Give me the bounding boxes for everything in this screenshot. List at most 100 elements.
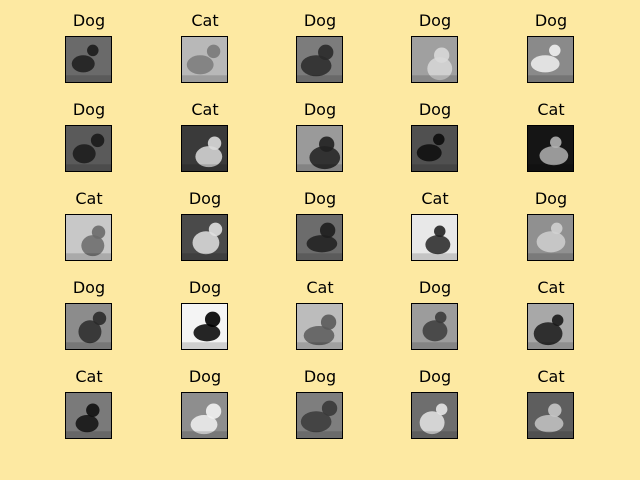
grid-cell: Cat	[380, 190, 490, 266]
grid-cell: Cat	[265, 279, 375, 355]
image-label: Dog	[303, 367, 337, 386]
image-label: Dog	[418, 11, 452, 30]
grid-cell: Cat	[496, 279, 606, 355]
grid-cell: Dog	[34, 101, 144, 177]
grid-cell: Dog	[496, 190, 606, 266]
image-thumbnail	[65, 392, 112, 439]
photo-placeholder-icon	[66, 215, 111, 260]
grid-cell: Cat	[496, 101, 606, 177]
image-label: Dog	[72, 278, 106, 297]
image-label: Cat	[537, 367, 565, 386]
image-label: Dog	[188, 278, 222, 297]
grid-cell: Cat	[34, 368, 144, 444]
image-label: Dog	[303, 11, 337, 30]
photo-placeholder-icon	[412, 393, 457, 438]
image-thumbnail	[411, 125, 458, 172]
image-label: Dog	[418, 278, 452, 297]
grid-cell: Dog	[34, 12, 144, 88]
image-thumbnail	[411, 392, 458, 439]
image-thumbnail	[65, 214, 112, 261]
image-label: Cat	[537, 100, 565, 119]
photo-placeholder-icon	[528, 393, 573, 438]
image-thumbnail	[65, 125, 112, 172]
grid-cell: Dog	[380, 368, 490, 444]
image-thumbnail	[527, 303, 574, 350]
image-thumbnail	[411, 36, 458, 83]
image-label: Cat	[75, 367, 103, 386]
grid-cell: Dog	[380, 101, 490, 177]
image-label: Dog	[72, 11, 106, 30]
image-thumbnail	[527, 125, 574, 172]
image-label: Dog	[303, 189, 337, 208]
photo-placeholder-icon	[297, 126, 342, 171]
grid-cell: Cat	[150, 101, 260, 177]
grid-cell: Cat	[34, 190, 144, 266]
grid-cell: Dog	[265, 101, 375, 177]
image-thumbnail	[296, 36, 343, 83]
photo-placeholder-icon	[297, 304, 342, 349]
image-thumbnail	[181, 36, 228, 83]
image-label: Dog	[188, 367, 222, 386]
image-thumbnail	[296, 125, 343, 172]
image-label: Dog	[72, 100, 106, 119]
image-thumbnail	[181, 303, 228, 350]
image-thumbnail	[65, 303, 112, 350]
photo-placeholder-icon	[412, 37, 457, 82]
photo-placeholder-icon	[182, 126, 227, 171]
grid-cell: Dog	[265, 12, 375, 88]
grid-cell: Dog	[265, 190, 375, 266]
photo-placeholder-icon	[297, 37, 342, 82]
photo-placeholder-icon	[528, 37, 573, 82]
image-label: Dog	[534, 189, 568, 208]
grid-cell: Dog	[496, 12, 606, 88]
photo-placeholder-icon	[297, 393, 342, 438]
photo-placeholder-icon	[412, 215, 457, 260]
photo-placeholder-icon	[182, 304, 227, 349]
photo-placeholder-icon	[66, 37, 111, 82]
image-label: Dog	[418, 367, 452, 386]
image-label: Cat	[191, 11, 219, 30]
photo-placeholder-icon	[66, 304, 111, 349]
image-thumbnail	[527, 36, 574, 83]
image-label: Dog	[188, 189, 222, 208]
grid-cell: Dog	[380, 279, 490, 355]
image-label: Dog	[418, 100, 452, 119]
image-thumbnail	[527, 214, 574, 261]
image-thumbnail	[181, 125, 228, 172]
photo-placeholder-icon	[297, 215, 342, 260]
image-label: Dog	[534, 11, 568, 30]
grid-cell: Dog	[380, 12, 490, 88]
image-thumbnail	[181, 214, 228, 261]
photo-placeholder-icon	[182, 393, 227, 438]
photo-placeholder-icon	[528, 304, 573, 349]
photo-placeholder-icon	[528, 126, 573, 171]
photo-placeholder-icon	[182, 215, 227, 260]
image-label: Cat	[75, 189, 103, 208]
photo-placeholder-icon	[528, 215, 573, 260]
image-thumbnail	[411, 303, 458, 350]
grid-cell: Dog	[34, 279, 144, 355]
image-thumbnail	[527, 392, 574, 439]
grid-cell: Cat	[496, 368, 606, 444]
photo-placeholder-icon	[66, 126, 111, 171]
grid-cell: Dog	[150, 279, 260, 355]
image-thumbnail	[411, 214, 458, 261]
image-label: Cat	[421, 189, 449, 208]
photo-placeholder-icon	[182, 37, 227, 82]
grid-cell: Dog	[265, 368, 375, 444]
image-thumbnail	[296, 214, 343, 261]
image-label: Dog	[303, 100, 337, 119]
grid-cell: Dog	[150, 190, 260, 266]
photo-placeholder-icon	[412, 126, 457, 171]
image-label: Cat	[537, 278, 565, 297]
image-thumbnail	[296, 392, 343, 439]
image-thumbnail	[181, 392, 228, 439]
image-thumbnail	[65, 36, 112, 83]
image-label: Cat	[306, 278, 334, 297]
image-label: Cat	[191, 100, 219, 119]
grid-cell: Cat	[150, 12, 260, 88]
photo-placeholder-icon	[412, 304, 457, 349]
grid-cell: Dog	[150, 368, 260, 444]
image-thumbnail	[296, 303, 343, 350]
